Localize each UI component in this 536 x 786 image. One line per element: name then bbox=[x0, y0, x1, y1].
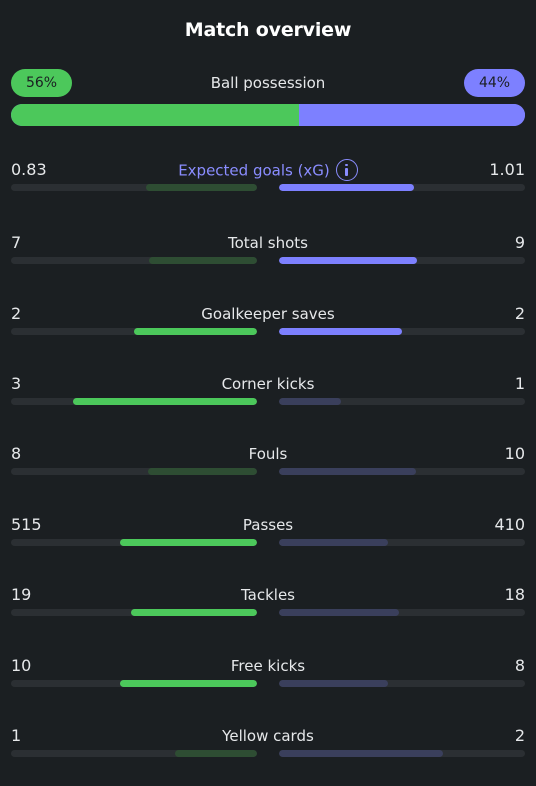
away-stat-value: 2 bbox=[514, 726, 525, 745]
away-stat-value: 9 bbox=[514, 233, 525, 252]
away-stat-bar bbox=[279, 539, 525, 546]
stat-label: Fouls bbox=[11, 444, 525, 464]
home-stat-bar bbox=[11, 609, 257, 616]
away-stat-bar bbox=[279, 398, 525, 405]
possession-header: 56% Ball possession 44% bbox=[11, 69, 525, 97]
home-stat-value: 515 bbox=[11, 515, 42, 534]
home-stat-fill bbox=[130, 609, 257, 616]
away-stat-fill bbox=[279, 680, 389, 687]
stat-label[interactable]: Expected goals (xG) bbox=[11, 159, 525, 182]
home-stat-value: 10 bbox=[11, 656, 32, 675]
home-stat-bar bbox=[11, 750, 257, 757]
stat-label-text: Expected goals (xG) bbox=[178, 161, 330, 180]
stat-label: Passes bbox=[11, 515, 525, 535]
away-stat-value: 8 bbox=[514, 656, 525, 675]
home-stat-fill bbox=[175, 750, 257, 757]
stat-label: Free kicks bbox=[11, 656, 525, 676]
home-stat-value: 19 bbox=[11, 585, 32, 604]
away-stat-bar bbox=[279, 468, 525, 475]
info-icon[interactable] bbox=[335, 159, 358, 181]
away-stat-fill bbox=[279, 184, 415, 191]
away-stat-fill bbox=[279, 468, 416, 475]
away-stat-fill bbox=[279, 750, 443, 757]
stat-label: Yellow cards bbox=[11, 726, 525, 746]
home-stat-bar bbox=[11, 184, 257, 191]
stat-label: Goalkeeper saves bbox=[11, 304, 525, 324]
away-stat-fill bbox=[279, 257, 418, 264]
home-stat-bar bbox=[11, 398, 257, 405]
home-stat-fill bbox=[149, 257, 257, 264]
home-stat-fill bbox=[120, 539, 257, 546]
home-stat-value: 8 bbox=[11, 444, 22, 463]
possession-bar bbox=[11, 104, 525, 126]
home-possession-badge: 56% bbox=[11, 69, 72, 97]
stat-label-text: Goalkeeper saves bbox=[201, 305, 335, 323]
stat-label-text: Free kicks bbox=[230, 657, 306, 675]
home-possession-fill bbox=[11, 104, 299, 126]
stat-row: 2 Goalkeeper saves 2 bbox=[11, 304, 525, 350]
away-stat-bar bbox=[279, 750, 525, 757]
possession-label: Ball possession bbox=[210, 74, 326, 92]
home-stat-value: 1 bbox=[11, 726, 22, 745]
stat-row: 1 Yellow cards 2 bbox=[11, 726, 525, 772]
away-stat-fill bbox=[279, 398, 341, 405]
away-stat-bar bbox=[279, 184, 525, 191]
stat-row: 7 Total shots 9 bbox=[11, 233, 525, 279]
stat-row: 3 Corner kicks 1 bbox=[11, 374, 525, 420]
home-stat-bar bbox=[11, 680, 257, 687]
away-stat-bar bbox=[279, 609, 525, 616]
away-stat-value: 410 bbox=[494, 515, 525, 534]
away-possession-fill bbox=[298, 104, 525, 126]
home-stat-bar bbox=[11, 257, 257, 264]
stat-row: 8 Fouls 10 bbox=[11, 444, 525, 490]
away-stat-bar bbox=[279, 328, 525, 335]
stat-label-text: Corner kicks bbox=[221, 375, 315, 393]
home-stat-fill bbox=[146, 184, 257, 191]
home-stat-fill bbox=[134, 328, 257, 335]
stat-label-text: Total shots bbox=[228, 234, 308, 252]
home-stat-fill bbox=[120, 680, 257, 687]
stat-row: 0.83 Expected goals (xG) 1.01 bbox=[11, 159, 525, 206]
home-stat-bar bbox=[11, 468, 257, 475]
home-stat-bar bbox=[11, 539, 257, 546]
away-stat-bar bbox=[279, 257, 525, 264]
away-stat-value: 2 bbox=[514, 304, 525, 323]
stat-label-text: Yellow cards bbox=[222, 727, 314, 745]
away-stat-value: 18 bbox=[504, 585, 525, 604]
home-stat-value: 7 bbox=[11, 233, 22, 252]
stat-row: 19 Tackles 18 bbox=[11, 585, 525, 631]
stat-label-text: Passes bbox=[242, 516, 294, 534]
away-stat-value: 1 bbox=[514, 374, 525, 393]
home-stat-fill bbox=[147, 468, 257, 475]
stat-label-text: Tackles bbox=[240, 586, 296, 604]
away-stat-bar bbox=[279, 680, 525, 687]
home-stat-bar bbox=[11, 328, 257, 335]
home-stat-value: 3 bbox=[11, 374, 22, 393]
away-stat-fill bbox=[279, 539, 389, 546]
home-stat-value: 0.83 bbox=[11, 160, 47, 179]
away-stat-fill bbox=[279, 609, 399, 616]
stat-label: Corner kicks bbox=[11, 374, 525, 394]
stat-row: 10 Free kicks 8 bbox=[11, 656, 525, 702]
stat-label: Tackles bbox=[11, 585, 525, 605]
home-stat-fill bbox=[72, 398, 257, 405]
page-title: Match overview bbox=[184, 19, 352, 41]
stat-row: 515 Passes 410 bbox=[11, 515, 525, 561]
away-stat-fill bbox=[279, 328, 402, 335]
away-stat-value: 1.01 bbox=[489, 160, 525, 179]
stat-label: Total shots bbox=[11, 233, 525, 253]
stat-label-text: Fouls bbox=[248, 445, 288, 463]
away-possession-badge: 44% bbox=[464, 69, 525, 97]
away-stat-value: 10 bbox=[504, 444, 525, 463]
home-stat-value: 2 bbox=[11, 304, 22, 323]
